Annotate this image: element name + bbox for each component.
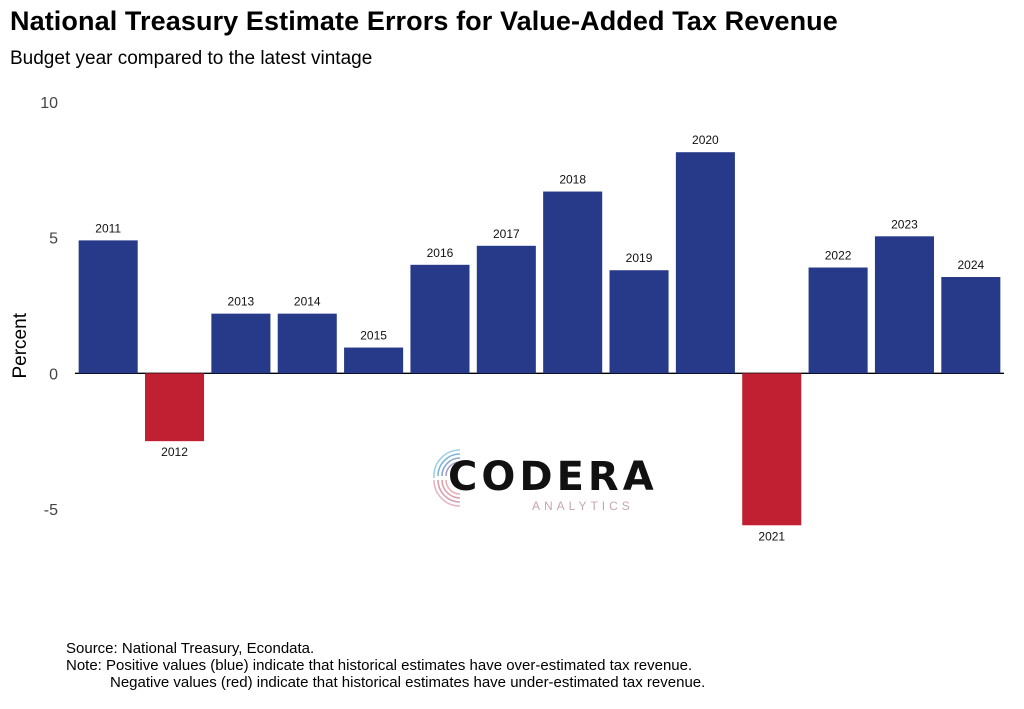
bar-label-2021: 2021 [758, 529, 785, 543]
bar-2013 [211, 313, 271, 374]
logo-tagline: ANALYTICS [532, 499, 634, 513]
logo-wordmark: CODERA [448, 454, 658, 500]
bar-label-2017: 2017 [493, 227, 520, 241]
label-layer: 2011 2012 2013 2014 2015 2016 2017 2018 2019 2020… [95, 133, 984, 543]
chart-title: National Treasury Estimate Errors for Va… [10, 6, 838, 36]
bar-2015 [344, 347, 404, 374]
bar-label-2022: 2022 [825, 249, 852, 263]
bar-2011 [78, 240, 138, 374]
bar-2023 [874, 236, 934, 374]
note-line-2: Negative values (red) indicate that hist… [110, 674, 706, 691]
bar-label-2024: 2024 [957, 258, 984, 272]
y-tick-label: 5 [49, 231, 58, 248]
bar-label-2020: 2020 [692, 133, 719, 147]
bar-label-2011: 2011 [95, 221, 121, 235]
bar-label-2019: 2019 [626, 251, 653, 265]
chart-footnote: Source: National Treasury, Econdata. Not… [66, 640, 705, 691]
bar-2022 [808, 267, 868, 374]
note-line-1: Note: Positive values (blue) indicate th… [66, 657, 693, 674]
bar-2018 [543, 191, 603, 374]
bar-2014 [277, 313, 337, 374]
bar-label-2013: 2013 [228, 295, 255, 309]
y-tick-label: 0 [49, 366, 58, 383]
bar-2020 [675, 152, 735, 374]
bar-label-2016: 2016 [427, 246, 454, 260]
bar-label-2023: 2023 [891, 217, 918, 231]
bar-2017 [476, 245, 536, 374]
fingerprint-icon [433, 449, 461, 507]
bar-label-2018: 2018 [559, 173, 586, 187]
source-note: Source: National Treasury, Econdata. [66, 640, 315, 657]
bar-label-2015: 2015 [360, 329, 387, 343]
bar-label-2012: 2012 [161, 445, 188, 459]
y-tick-label: -5 [44, 502, 58, 519]
bar-2019 [609, 270, 669, 374]
chart-subtitle: Budget year compared to the latest vinta… [10, 48, 373, 69]
y-tick-label: 10 [40, 95, 58, 112]
bar-2016 [410, 264, 470, 374]
bar-2021 [742, 373, 802, 526]
y-axis-label: Percent [10, 312, 31, 378]
bar-2012 [145, 373, 205, 442]
codera-logo: CODERA ANALYTICS [430, 440, 654, 515]
bar-2024 [941, 277, 1001, 374]
bar-layer [78, 152, 1001, 526]
bar-label-2014: 2014 [294, 295, 321, 309]
